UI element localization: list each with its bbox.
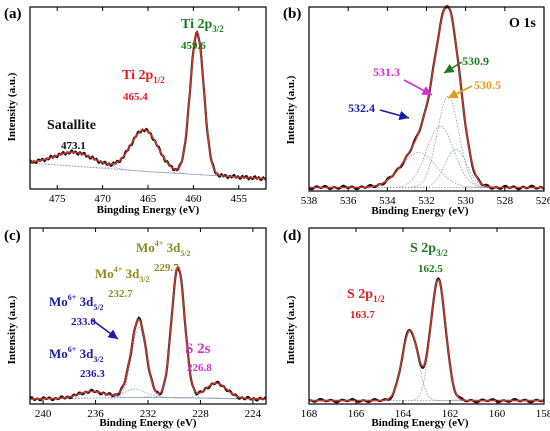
panel-c-ann-236: 236.3 [80,368,105,380]
panel-b-letter: (b) [283,6,301,22]
panel-d: (d) Intensity (a.u.) Binding Energy (eV)… [283,227,550,429]
panel-c-xlabel: Binding Energy (eV) [99,417,197,429]
panel-d-xlabel: Binding Energy (eV) [371,417,469,429]
panel-b-plot [308,4,545,191]
panel-b-xlabel: Binding Energy (eV) [371,205,469,217]
panel-a-plot [29,30,267,181]
panel-b-ylabel: Intensity (a.u.) [285,75,297,144]
panel-a-ann-459: 459.6 [181,40,206,52]
x-tick-label: 455 [231,193,248,205]
panel-c-ann-mo4-d52: Mo4+ 3d5/2 [136,239,191,258]
panel-a-xlabel: Bingding Energy (eV) [97,204,200,216]
background-line [29,162,267,179]
x-tick-label: 164 [395,408,412,420]
panel-b-arrow-532-4 [379,109,410,121]
fitted-envelope-line [30,265,266,400]
raw-spectrum-line [308,5,545,191]
x-tick-label: 538 [301,195,318,207]
panel-a-letter: (a) [4,6,22,22]
panel-c-ann-232: 232.7 [108,288,133,300]
raw-spectrum-line [29,266,267,402]
panel-b-ann-530-5: 530.5 [474,78,501,92]
panel-c-frame [29,227,267,405]
component-peak-0 [309,329,544,401]
panel-c-ann-mo6-d52: Mo6+ 3d5/2 [49,293,104,312]
component-peak-2 [30,151,267,179]
x-tick-label: 162 [442,408,459,420]
x-tick-label: 528 [497,195,514,207]
component-peak-1 [309,279,544,401]
component-peak-1 [29,31,267,179]
panel-d-ann-163: 163.7 [350,309,375,321]
panel-d-ticks: 168 166 164 162 160 158 [301,228,550,420]
panel-c-ann-mo6-d32: Mo6+ 3d3/2 [49,345,104,364]
x-tick-label: 232 [140,408,157,420]
raw-spectrum-line [29,30,267,181]
x-tick-label: 166 [348,408,365,420]
panel-c-ann-229: 229.7 [154,262,179,274]
raw-spectrum-line [308,277,545,404]
panel-b-ann-532-4: 532.4 [348,101,375,115]
panel-c-ann-233: 233.0 [71,316,96,328]
panel-a-ann-ti2p12: Ti 2p1/2 [122,68,165,85]
panel-d-ann-s2p12: S 2p1/2 [347,287,385,304]
panel-c-letter: (c) [4,228,21,244]
panel-d-frame [308,227,545,405]
panel-d-plot [308,277,545,404]
panel-a-frame [29,6,267,190]
x-tick-label: 532 [418,195,435,207]
panel-b-arrow-530-5 [447,85,473,99]
panel-c: (c) Intensity (a.u.) Binding Energy (eV)… [4,227,267,429]
panel-a-ann-satellite: Satallite [47,118,96,133]
panel-d-ann-s2p32: S 2p3/2 [410,241,448,258]
panel-c-ticks: 240 236 232 228 224 [35,228,262,420]
x-tick-label: 240 [35,408,52,420]
fitted-envelope-line [309,278,544,402]
x-tick-label: 160 [489,408,506,420]
fitted-envelope-line [309,4,544,189]
x-tick-label: 158 [536,408,550,420]
x-tick-label: 530 [457,195,474,207]
panel-c-ylabel: Intensity (a.u.) [6,295,18,364]
panel-b-frame [308,6,545,192]
x-tick-label: 526 [536,195,550,207]
component-peak-1 [309,125,544,188]
panel-a-ann-465: 465.4 [123,91,148,103]
x-tick-label: 228 [192,408,209,420]
panel-b-ann-531-3: 531.3 [373,65,400,79]
panel-b: (b) Intensity (a.u.) Binding Energy (eV)… [283,4,550,217]
panel-a-ticks: 475 470 465 460 455 [49,7,248,205]
component-peak-3 [30,266,266,400]
panel-b-ann-530-9: 530.9 [462,54,489,68]
x-tick-label: 470 [94,193,111,205]
panel-b-arrow-531-3 [403,79,433,96]
panel-a-ylabel: Intensity (a.u.) [6,72,18,141]
x-tick-label: 534 [379,195,396,207]
panel-c-ann-s2s: S 2s [185,341,211,357]
x-tick-label: 465 [140,193,157,205]
x-tick-label: 168 [301,408,318,420]
x-tick-label: 236 [87,408,104,420]
x-tick-label: 475 [49,193,66,205]
component-peak-3 [309,148,544,188]
fitted-envelope-line [30,31,267,180]
panel-c-ann-mo4-d32: Mo4+ 3d3/2 [95,265,150,284]
x-tick-label: 536 [340,195,357,207]
panel-d-letter: (d) [283,228,301,244]
panel-c-ann-226: 226.8 [187,362,212,374]
component-peak-0 [309,152,544,188]
x-tick-label: 224 [245,408,262,420]
panel-d-ylabel: Intensity (a.u.) [285,295,297,364]
panel-c-plot [29,265,267,402]
panel-b-title: O 1s [509,16,536,31]
panel-a: (a) Intensity (a.u.) Bingding Energy (eV… [4,6,267,216]
panel-d-ann-162: 162.5 [418,263,443,275]
x-tick-label: 460 [185,193,202,205]
panel-a-ann-473: 473.1 [61,140,86,152]
panel-a-ann-ti2p32: Ti 2p3/2 [181,17,224,34]
panel-c-arrow-233 [91,319,119,340]
panel-b-arrow-530-9 [443,61,463,74]
